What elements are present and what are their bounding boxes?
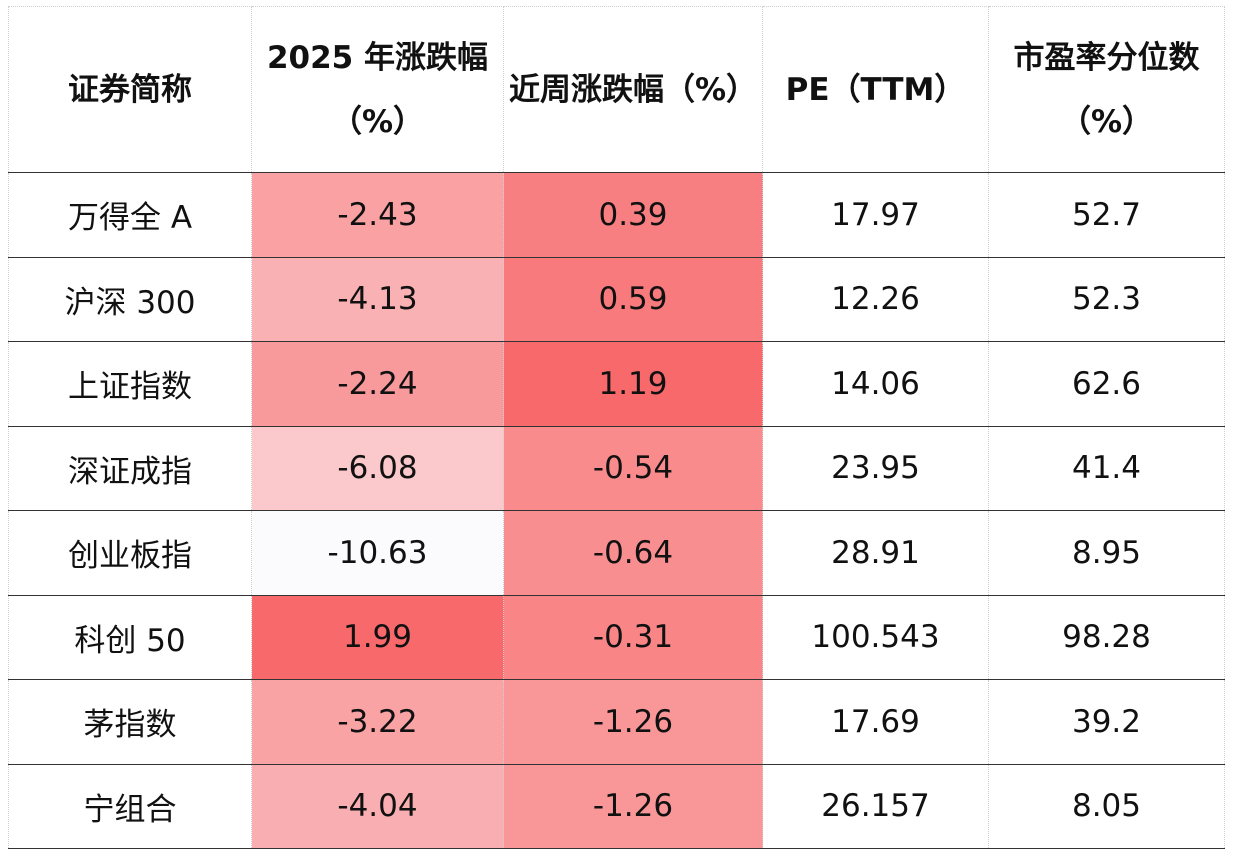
cell-name: 茅指数 [8,679,252,765]
cell-name: 万得全 A [8,172,252,258]
cell-pe-percentile: 62.6 [988,341,1225,427]
cell-ytd-change: 1.99 [251,595,504,680]
cell-ytd-change: -2.24 [251,341,504,427]
cell-week-change: -1.26 [503,764,763,849]
market-index-table: 证券简称 2025 年涨跌幅 （%） 近周涨跌幅（%） PE（TTM） 市盈率分… [8,6,1225,849]
cell-pe: 17.97 [762,172,989,258]
cell-pe-percentile: 52.7 [988,172,1225,258]
cell-week-change: -0.31 [503,595,763,680]
cell-pe-percentile: 52.3 [988,257,1225,342]
table-row: 宁组合 -4.04 -1.26 26.157 8.05 [8,764,1225,849]
table-row: 深证成指 -6.08 -0.54 23.95 41.4 [8,426,1225,511]
cell-name: 深证成指 [8,426,252,511]
cell-ytd-change: -4.04 [251,764,504,849]
cell-pe: 26.157 [762,764,989,849]
cell-pe: 14.06 [762,341,989,427]
cell-pe-percentile: 8.05 [988,764,1225,849]
cell-ytd-change: -6.08 [251,426,504,511]
header-ytd-change-line2: （%） [330,103,425,140]
cell-pe: 28.91 [762,510,989,596]
cell-pe: 100.543 [762,595,989,680]
cell-ytd-change: -4.13 [251,257,504,342]
cell-pe-percentile: 8.95 [988,510,1225,596]
cell-week-change: -0.54 [503,426,763,511]
cell-pe: 12.26 [762,257,989,342]
cell-week-change: -0.64 [503,510,763,596]
cell-ytd-change: -3.22 [251,679,504,765]
cell-name: 上证指数 [8,341,252,427]
cell-name: 创业板指 [8,510,252,596]
table-row: 万得全 A -2.43 0.39 17.97 52.7 [8,172,1225,258]
cell-pe: 23.95 [762,426,989,511]
cell-ytd-change: -10.63 [251,510,504,596]
header-pe-percentile-line1: 市盈率分位数 [1013,39,1200,76]
cell-pe-percentile: 98.28 [988,595,1225,680]
cell-pe-percentile: 39.2 [988,679,1225,765]
cell-name: 沪深 300 [8,257,252,342]
cell-week-change: 0.39 [503,172,763,258]
cell-week-change: -1.26 [503,679,763,765]
cell-name: 宁组合 [8,764,252,849]
table-row: 科创 50 1.99 -0.31 100.543 98.28 [8,595,1225,680]
header-ytd-change: 2025 年涨跌幅 （%） [251,6,504,173]
cell-name: 科创 50 [8,595,252,680]
table-row: 创业板指 -10.63 -0.64 28.91 8.95 [8,510,1225,596]
header-week-change: 近周涨跌幅（%） [503,6,763,173]
cell-week-change: 1.19 [503,341,763,427]
header-ytd-change-line1: 2025 年涨跌幅 [266,39,489,76]
table-row: 茅指数 -3.22 -1.26 17.69 39.2 [8,679,1225,765]
header-pe-ttm: PE（TTM） [762,6,989,173]
header-row: 证券简称 2025 年涨跌幅 （%） 近周涨跌幅（%） PE（TTM） 市盈率分… [8,6,1225,173]
table-row: 沪深 300 -4.13 0.59 12.26 52.3 [8,257,1225,342]
header-pe-percentile-line2: （%） [1059,103,1154,140]
cell-ytd-change: -2.43 [251,172,504,258]
table-row: 上证指数 -2.24 1.19 14.06 62.6 [8,341,1225,427]
cell-pe: 17.69 [762,679,989,765]
header-pe-percentile: 市盈率分位数 （%） [988,6,1225,173]
header-security-name: 证券简称 [8,6,252,173]
cell-pe-percentile: 41.4 [988,426,1225,511]
cell-week-change: 0.59 [503,257,763,342]
